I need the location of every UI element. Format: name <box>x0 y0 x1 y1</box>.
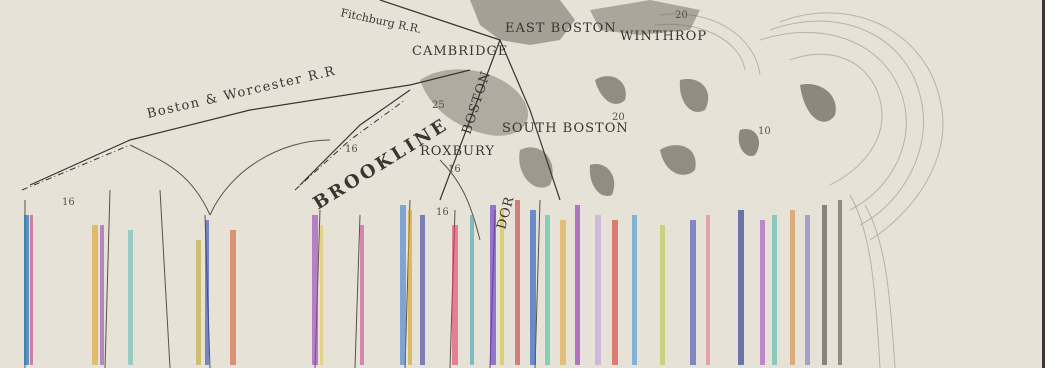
number-label: 16 <box>62 197 75 208</box>
number-label: 20 <box>675 10 688 21</box>
harbor-contours <box>654 12 944 369</box>
scan-streaks <box>24 200 842 365</box>
bottom-margin <box>0 368 1062 382</box>
right-border <box>1042 0 1045 368</box>
number-label: 20 <box>612 112 625 123</box>
east-boston-label: EAST BOSTON <box>505 21 617 36</box>
shoreline-shading <box>420 0 836 196</box>
number-label: 10 <box>758 126 771 137</box>
map-paper <box>0 0 1045 368</box>
number-label: 16 <box>448 164 461 175</box>
railroad-lines <box>29 0 561 201</box>
cambridge-label: CAMBRIDGE <box>412 44 508 59</box>
south-boston-label: SOUTH BOSTON <box>502 121 629 136</box>
dashed-boundaries <box>21 99 406 191</box>
number-label: 25 <box>432 100 445 111</box>
number-label: 16 <box>436 207 449 218</box>
number-label: 16 <box>345 144 358 155</box>
right-margin <box>1045 0 1062 382</box>
roxbury-label: ROXBURY <box>420 144 495 159</box>
winthrop-label: WINTHROP <box>620 29 707 44</box>
